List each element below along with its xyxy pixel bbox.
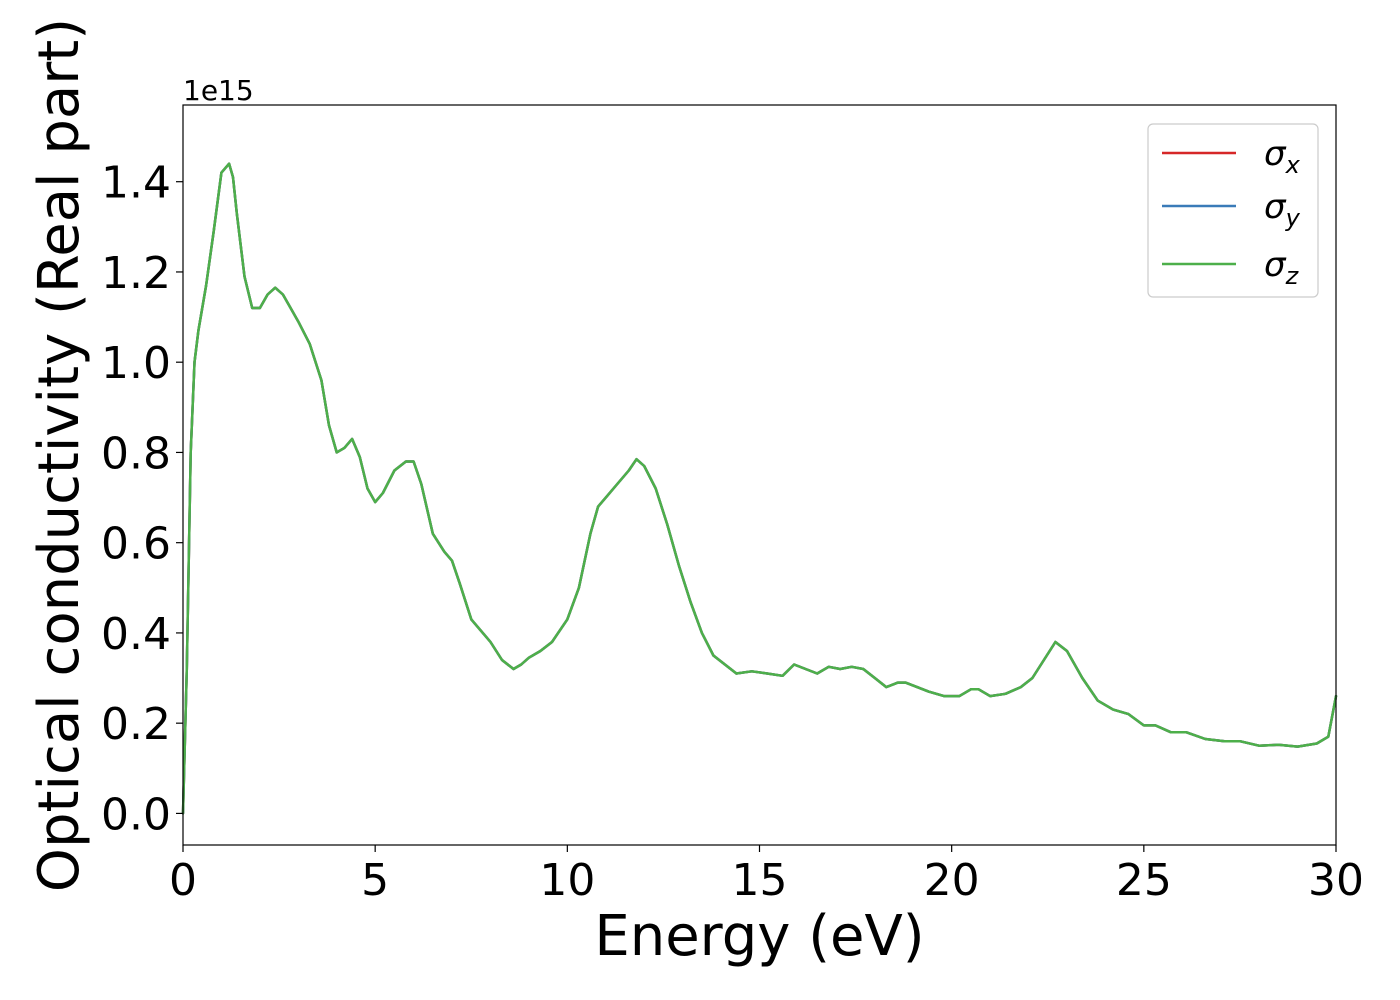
y-tick-label: 0.2 <box>101 699 171 750</box>
y-tick-label: 1.2 <box>101 248 171 299</box>
series-line-sigma-z <box>181 162 1338 815</box>
legend-label-sigma-y: σy <box>1264 187 1301 232</box>
legend-label-symbol: σ <box>1264 245 1287 285</box>
x-tick-label: 5 <box>361 855 389 906</box>
legend-label-symbol: σ <box>1264 187 1287 227</box>
x-tick-label: 10 <box>539 855 595 906</box>
x-tick-label: 25 <box>1116 855 1172 906</box>
x-tick-label: 30 <box>1308 855 1364 906</box>
x-axis-label: Energy (eV) <box>594 904 924 969</box>
y-axis-label: Optical conductivity (Real part) <box>27 18 92 892</box>
legend-label-subscript: y <box>1285 204 1301 232</box>
legend-label-subscript: x <box>1285 151 1301 179</box>
series-layer <box>181 162 1338 815</box>
legend-label-sigma-z: σz <box>1264 245 1300 290</box>
x-tick-label: 15 <box>732 855 788 906</box>
y-axis-offset-text: 1e15 <box>183 74 254 107</box>
legend-box <box>1147 123 1319 298</box>
y-axis-ticks: 0.0 0.2 0.4 0.6 0.8 1.0 1.2 1.4 <box>101 158 183 840</box>
y-tick-label: 1.4 <box>101 158 171 209</box>
y-tick-label: 0.8 <box>101 428 171 479</box>
y-tick-label: 0.6 <box>101 519 171 570</box>
y-tick-label: 0.0 <box>101 789 171 840</box>
x-tick-label: 0 <box>169 855 197 906</box>
x-axis-ticks: 0 5 10 15 20 25 30 <box>169 845 1364 906</box>
x-tick-label: 20 <box>924 855 980 906</box>
y-tick-label: 1.0 <box>101 338 171 389</box>
legend-label-subscript: z <box>1285 262 1300 290</box>
legend-label-symbol: σ <box>1264 134 1287 174</box>
legend-label-sigma-x: σx <box>1264 134 1301 179</box>
y-tick-label: 0.4 <box>101 609 171 660</box>
